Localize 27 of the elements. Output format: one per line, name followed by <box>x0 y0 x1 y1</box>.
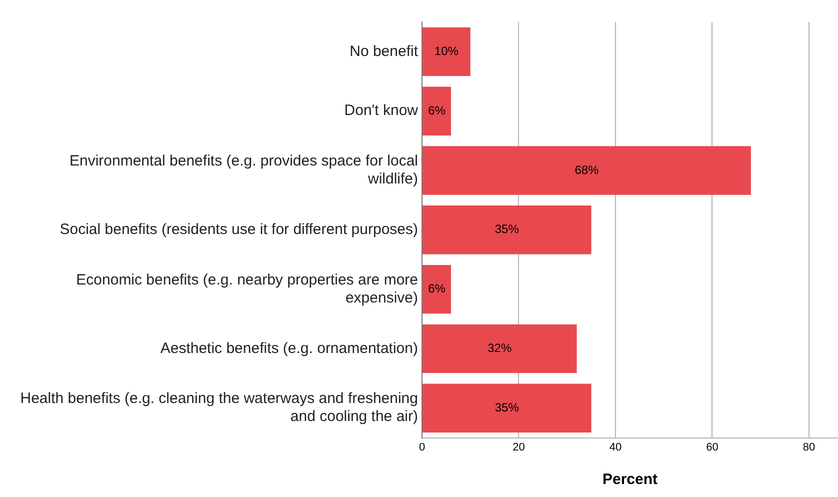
y-tick-label: Don't know <box>344 102 418 120</box>
bar <box>422 146 751 195</box>
bar <box>422 206 592 254</box>
data-label: 10% <box>434 44 459 58</box>
data-label: 35% <box>494 400 520 414</box>
x-tick-label: 20 <box>512 441 525 454</box>
data-label: 6% <box>428 103 446 118</box>
data-label: 32% <box>488 341 512 356</box>
bar <box>422 27 470 76</box>
bar <box>422 324 577 374</box>
y-tick-label: Environmental benefits (e.g. provides space for local wildlife) <box>69 152 418 188</box>
x-tick-label: 0 <box>418 441 426 454</box>
data-label: 6% <box>428 282 446 296</box>
x-axis-title: Percent <box>602 471 658 488</box>
data-label: 68% <box>574 162 600 177</box>
y-tick-label: Social benefits (residents use it for different purposes) <box>60 221 418 238</box>
y-tick-label: Aesthetic benefits (e.g. ornamentation) <box>160 340 418 357</box>
data-label: 35% <box>494 222 520 236</box>
y-tick-label: Health benefits (e.g. cleaning the waterways and freshening and cooling the air) <box>20 390 418 426</box>
y-tick-label: No benefit <box>350 42 419 60</box>
bar <box>422 264 452 314</box>
x-tick-label: 80 <box>802 441 816 454</box>
bar <box>422 86 452 136</box>
x-tick-label: 60 <box>706 441 718 454</box>
bar <box>422 384 592 432</box>
y-tick-label: Economic benefits (e.g. nearby properties are more expensive) <box>76 271 418 306</box>
x-tick-label: 40 <box>609 441 622 454</box>
